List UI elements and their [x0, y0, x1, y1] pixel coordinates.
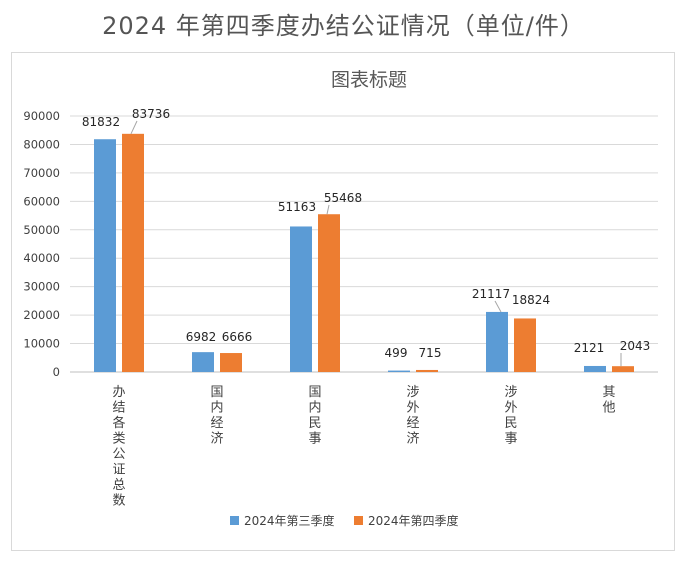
x-tick-label: 涉外民事 — [504, 385, 517, 447]
leader-line — [130, 120, 138, 135]
bar — [584, 365, 606, 372]
leader-line — [326, 204, 330, 215]
y-tick-label: 80000 — [23, 137, 60, 151]
legend-swatch — [354, 516, 363, 525]
y-tick-label: 50000 — [23, 223, 60, 237]
bar — [220, 353, 242, 372]
bar — [416, 369, 438, 372]
y-tick-label: 30000 — [23, 280, 60, 294]
bar — [486, 311, 508, 372]
bar — [290, 226, 312, 372]
legend-label: 2024年第四季度 — [368, 513, 459, 528]
data-label: 6982 — [186, 330, 217, 344]
bar — [318, 214, 340, 372]
legend-swatch — [230, 516, 239, 525]
x-tick-label: 其他 — [602, 385, 615, 416]
data-label: 715 — [419, 346, 442, 360]
x-tick-label: 国内民事 — [308, 385, 321, 447]
data-label: 55468 — [324, 191, 362, 205]
data-label: 18824 — [512, 293, 550, 307]
bar — [192, 352, 214, 372]
data-label: 2121 — [574, 341, 605, 355]
y-tick-label: 10000 — [23, 337, 60, 351]
y-tick-label: 20000 — [23, 308, 60, 322]
data-label: 83736 — [132, 107, 170, 121]
legend-label: 2024年第三季度 — [244, 513, 335, 528]
data-label: 499 — [385, 346, 408, 360]
data-label: 2043 — [620, 339, 651, 353]
y-tick-label: 0 — [53, 365, 60, 379]
leader-line — [494, 300, 502, 313]
bar — [612, 366, 634, 372]
x-tick-label: 国内经济 — [210, 385, 223, 447]
page-title: 2024 年第四季度办结公证情况（单位/件） — [102, 12, 585, 40]
data-label: 6666 — [222, 330, 253, 344]
y-tick-label: 40000 — [23, 251, 60, 265]
y-tick-label: 60000 — [23, 194, 60, 208]
data-label: 21117 — [472, 287, 510, 301]
chart-title: 图表标题 — [331, 69, 407, 91]
bar — [388, 370, 410, 372]
chart-area — [11, 52, 675, 551]
x-tick-label: 涉外经济 — [406, 385, 419, 447]
data-label: 51163 — [278, 200, 316, 214]
data-label: 81832 — [82, 115, 120, 129]
x-tick-label: 办结各类公证总数 — [112, 385, 125, 509]
y-tick-label: 70000 — [23, 166, 60, 180]
bar — [94, 139, 116, 372]
y-tick-label: 90000 — [23, 109, 60, 123]
bar — [122, 133, 144, 372]
bar — [514, 318, 536, 372]
